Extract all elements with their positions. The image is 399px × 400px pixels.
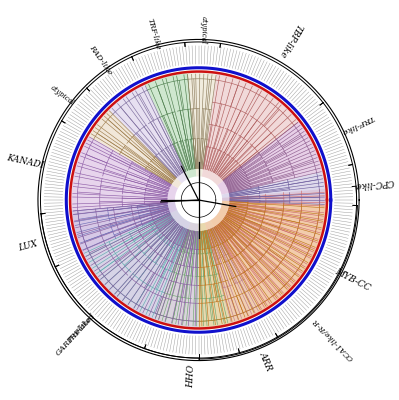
Text: CPC-like: CPC-like <box>354 177 394 190</box>
Wedge shape <box>217 122 323 195</box>
Wedge shape <box>188 72 216 177</box>
Text: CCA1-like/R-R: CCA1-like/R-R <box>311 316 355 362</box>
Text: TRF-like: TRF-like <box>146 18 162 51</box>
Text: RAD-like: RAD-like <box>87 43 113 76</box>
Wedge shape <box>199 201 326 328</box>
Wedge shape <box>202 74 299 186</box>
Text: TRF-like: TRF-like <box>340 113 375 135</box>
Wedge shape <box>71 136 178 211</box>
Wedge shape <box>155 222 231 328</box>
Text: atypical: atypical <box>199 16 207 44</box>
Wedge shape <box>221 171 326 204</box>
Text: atypical: atypical <box>49 84 76 107</box>
Text: TBP-like: TBP-like <box>277 22 304 59</box>
Wedge shape <box>83 210 190 320</box>
Wedge shape <box>71 202 199 328</box>
Wedge shape <box>205 220 262 323</box>
Text: GARP-related: GARP-related <box>54 311 97 357</box>
Text: KANADI: KANADI <box>5 153 44 170</box>
Text: LUX: LUX <box>18 239 39 252</box>
Text: TRF-like: TRF-like <box>66 315 94 344</box>
Text: MYB-CC: MYB-CC <box>333 267 371 293</box>
Wedge shape <box>109 84 189 183</box>
Wedge shape <box>210 189 326 310</box>
Wedge shape <box>88 110 182 188</box>
Text: HHO: HHO <box>186 365 196 388</box>
Text: ARR: ARR <box>257 351 273 373</box>
Wedge shape <box>71 202 177 254</box>
Wedge shape <box>144 73 196 178</box>
